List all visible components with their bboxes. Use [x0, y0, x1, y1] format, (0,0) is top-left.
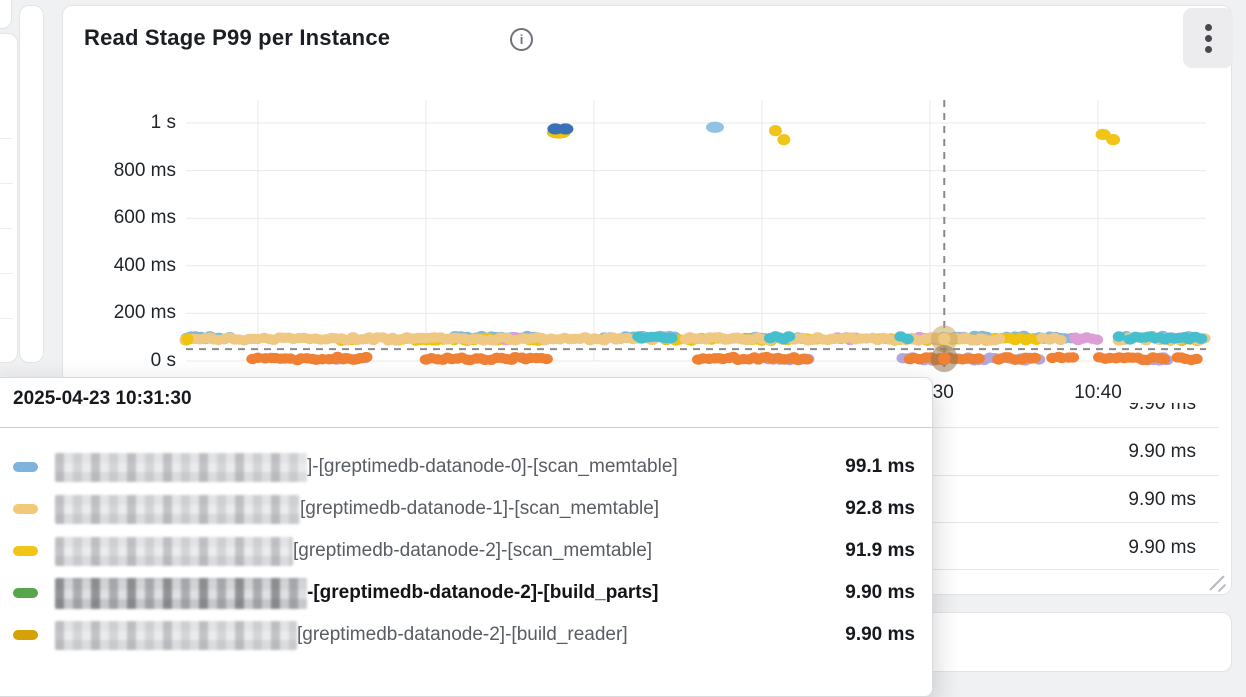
series-name-suffix: -[greptimedb-datanode-2]-[build_parts]	[307, 582, 659, 603]
series-value: 9.90 ms	[845, 624, 915, 645]
neighbor-panel-left	[0, 33, 18, 363]
tooltip-timestamp: 2025-04-23 10:31:30	[0, 378, 932, 428]
redacted-series-name	[55, 620, 297, 650]
redacted-series-name	[55, 577, 307, 609]
legend-value[interactable]: 9.90 ms	[1128, 403, 1196, 414]
y-axis-tick-label: 800 ms	[113, 159, 176, 181]
series-name-suffix: [greptimedb-datanode-2]-[scan_memtable]	[293, 540, 653, 561]
series-value: 92.8 ms	[845, 498, 915, 519]
tooltip-series-row: [greptimedb-datanode-2]-[scan_memtable] 9…	[13, 530, 915, 572]
y-axis-tick-label: 200 ms	[113, 302, 176, 324]
kebab-dot-icon	[1204, 34, 1212, 42]
series-color-chip	[13, 462, 38, 472]
redacted-series-name	[55, 494, 300, 524]
series-value: 91.9 ms	[845, 540, 915, 561]
kebab-menu-button[interactable]	[1183, 8, 1233, 68]
kebab-dot-icon	[1204, 23, 1212, 31]
x-axis-tick-label: 10:40	[1074, 382, 1122, 403]
series-color-chip	[13, 630, 38, 640]
y-axis-tick-label: 0 s	[150, 350, 176, 371]
info-circle-icon[interactable]: i	[510, 28, 533, 51]
tooltip-series-row: -[greptimedb-datanode-2]-[build_parts] 9.…	[13, 572, 915, 614]
series-color-chip	[13, 546, 38, 556]
tooltip-series-row: [greptimedb-datanode-2]-[build_reader] 9.…	[13, 614, 915, 656]
series-name-suffix: [greptimedb-datanode-2]-[build_reader]	[297, 624, 628, 645]
scatter-chart[interactable]	[0, 0, 1246, 652]
redacted-series-name	[55, 452, 307, 482]
hover-point-halo	[930, 345, 958, 373]
series-value: 99.1 ms	[845, 456, 915, 477]
neighbor-gridline	[0, 183, 13, 184]
neighbor-gridline	[0, 318, 13, 319]
y-axis-tick-label: 600 ms	[113, 207, 176, 229]
legend-value[interactable]: 9.90 ms	[1128, 537, 1196, 558]
series-name-suffix: [greptimedb-datanode-1]-[scan_memtable]	[300, 498, 660, 519]
series-color-chip	[13, 588, 38, 598]
redacted-series-name	[55, 536, 293, 566]
chart-tooltip: 2025-04-23 10:31:30 ]-[greptimedb-datano…	[0, 377, 933, 697]
scatter-points	[179, 121, 1211, 366]
neighbor-panel-left-2	[19, 5, 44, 363]
y-axis-tick-label: 400 ms	[113, 254, 176, 276]
kebab-dot-icon	[1204, 45, 1212, 53]
series-value: 9.90 ms	[845, 582, 915, 603]
tooltip-series-list: ]-[greptimedb-datanode-0]-[scan_memtable…	[0, 428, 932, 656]
series-color-chip	[13, 504, 38, 514]
neighbor-gridline	[0, 138, 13, 139]
neighbor-gridline	[0, 273, 13, 274]
tooltip-series-row: ]-[greptimedb-datanode-0]-[scan_memtable…	[13, 446, 915, 488]
gridlines	[186, 100, 1206, 362]
legend-value[interactable]: 9.90 ms	[1128, 441, 1196, 462]
legend-value[interactable]: 9.90 ms	[1128, 489, 1196, 510]
y-axis-tick-label: 1 s	[150, 112, 176, 133]
series-name-suffix: ]-[greptimedb-datanode-0]-[scan_memtable…	[307, 456, 678, 477]
panel-title: Read Stage P99 per Instance	[84, 25, 391, 50]
hover-point-halo	[930, 325, 958, 353]
neighbor-gridline	[0, 228, 13, 229]
tooltip-series-row: [greptimedb-datanode-1]-[scan_memtable] 9…	[13, 488, 915, 530]
